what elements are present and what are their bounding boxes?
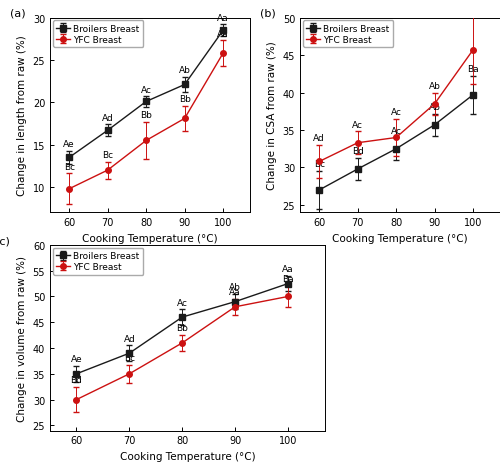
Legend: Broilers Breast, YFC Breast: Broilers Breast, YFC Breast: [52, 248, 144, 275]
Text: Ab: Ab: [178, 66, 190, 75]
Legend: Broilers Breast, YFC Breast: Broilers Breast, YFC Breast: [52, 21, 144, 48]
X-axis label: Cooking Temperature (°C): Cooking Temperature (°C): [120, 451, 256, 461]
Text: Ab: Ab: [229, 282, 241, 292]
Text: Ac: Ac: [140, 85, 151, 94]
Text: Bc: Bc: [64, 163, 75, 171]
Y-axis label: Change in length from raw (%): Change in length from raw (%): [17, 36, 27, 196]
X-axis label: Cooking Temperature (°C): Cooking Temperature (°C): [332, 233, 468, 244]
Text: Ad: Ad: [314, 134, 325, 143]
Text: (c): (c): [0, 236, 10, 246]
Text: (a): (a): [10, 9, 26, 19]
Y-axis label: Change in CSA from raw (%): Change in CSA from raw (%): [267, 42, 277, 190]
Text: Ac: Ac: [176, 298, 188, 307]
Text: Aa: Aa: [230, 288, 241, 297]
Text: Aa: Aa: [0, 462, 1, 463]
Text: Ae: Ae: [70, 355, 83, 363]
Text: Ad: Ad: [124, 334, 135, 343]
Text: Bd: Bd: [352, 147, 364, 156]
X-axis label: Cooking Temperature (°C): Cooking Temperature (°C): [82, 233, 218, 244]
Text: Bb: Bb: [176, 324, 188, 332]
Text: Ac: Ac: [390, 126, 402, 135]
Text: Ba: Ba: [282, 275, 294, 284]
Text: Ab: Ab: [428, 102, 440, 112]
Text: Bc: Bc: [314, 160, 325, 169]
Text: Ac: Ac: [390, 108, 402, 117]
Text: Ad: Ad: [102, 113, 114, 122]
Text: Ae: Ae: [64, 139, 75, 149]
Text: Ac: Ac: [352, 120, 363, 130]
Text: Bd: Bd: [70, 375, 83, 384]
Text: Bb: Bb: [140, 111, 152, 120]
Text: Bb: Bb: [178, 95, 190, 104]
Text: Bc: Bc: [124, 353, 135, 362]
Legend: Broilers Breast, YFC Breast: Broilers Breast, YFC Breast: [302, 21, 394, 48]
Text: Ba: Ba: [468, 65, 479, 74]
Text: (b): (b): [260, 9, 276, 19]
Text: Bc: Bc: [102, 150, 114, 159]
Text: Ab: Ab: [428, 81, 440, 91]
Text: Aa: Aa: [282, 264, 294, 274]
Text: Aa: Aa: [218, 30, 229, 38]
Y-axis label: Change in volume from raw (%): Change in volume from raw (%): [17, 255, 27, 421]
Text: Aa: Aa: [218, 13, 229, 23]
